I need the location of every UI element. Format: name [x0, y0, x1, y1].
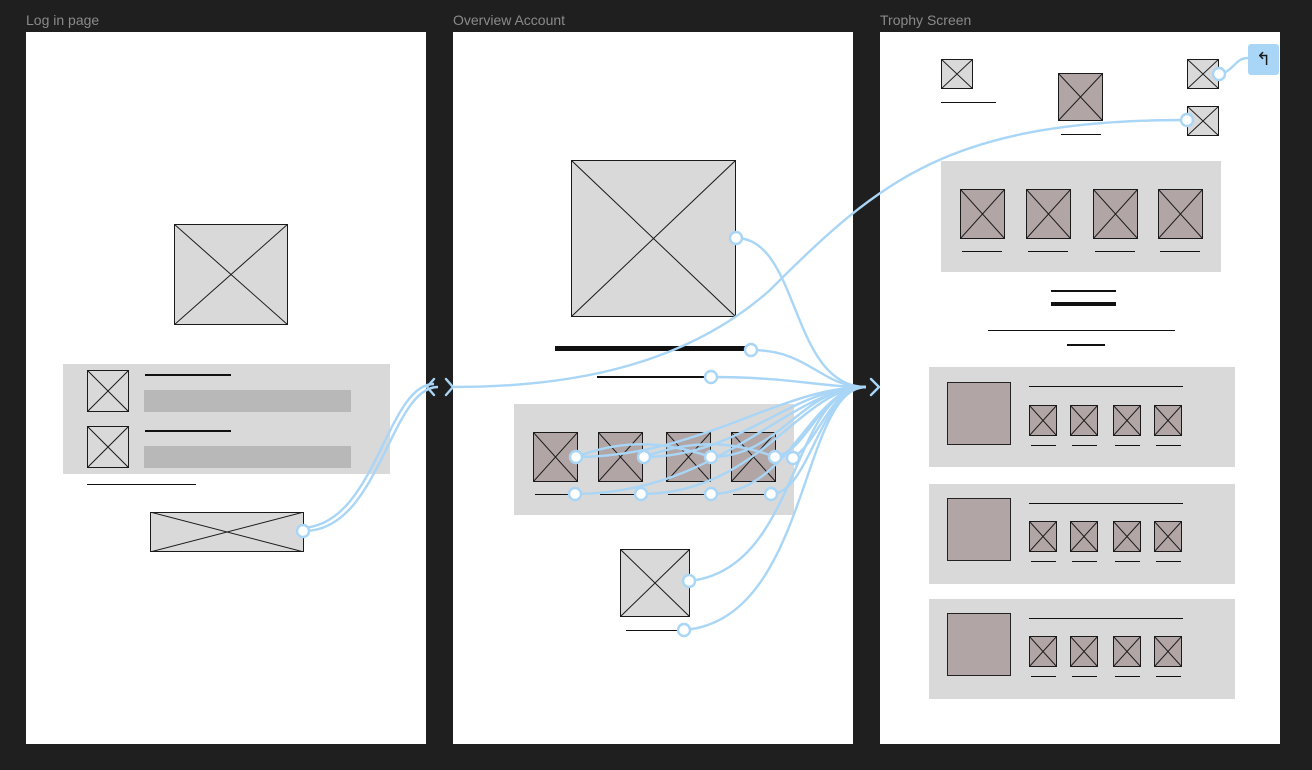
- frame-label-trophy: Trophy Screen: [880, 12, 972, 28]
- back-arrow-icon[interactable]: ↰: [1248, 44, 1279, 75]
- login-logo-placeholder: [174, 224, 288, 325]
- trophy-title-line-1: [1051, 290, 1116, 292]
- category-2-caption-3: [1115, 561, 1140, 562]
- password-icon-placeholder: [87, 426, 129, 468]
- category-1-caption-1: [1031, 445, 1056, 446]
- category-2-trophy-4: [1154, 521, 1182, 552]
- category-2-trophy-1: [1029, 521, 1057, 552]
- trophy-caption-3[interactable]: [668, 494, 708, 495]
- trophy-header-icon-right-2[interactable]: [1187, 106, 1219, 136]
- category-2-trophy-2: [1070, 521, 1098, 552]
- forgot-password-link[interactable]: [87, 484, 196, 485]
- featured-caption-1: [962, 251, 1002, 252]
- category-3-trophy-3: [1113, 636, 1141, 667]
- profile-image-placeholder[interactable]: [571, 160, 736, 317]
- category-2-caption-1: [1031, 561, 1056, 562]
- arrow-into-trophy: [869, 377, 881, 397]
- trophies-link-image[interactable]: [620, 549, 690, 617]
- trophy-subtitle-line: [1067, 344, 1105, 346]
- category-2-title-line: [1029, 503, 1183, 504]
- username-label-line: [145, 374, 231, 376]
- category-1-trophy-1: [1029, 405, 1057, 436]
- category-1-trophy-4: [1154, 405, 1182, 436]
- category-1-image: [947, 382, 1011, 445]
- trophy-caption-4[interactable]: [733, 494, 773, 495]
- trophy-thumb-2[interactable]: [598, 432, 643, 482]
- trophy-header-avatar: [1058, 73, 1103, 121]
- category-3-caption-2: [1072, 676, 1097, 677]
- category-1-trophy-2: [1070, 405, 1098, 436]
- trophy-divider: [988, 330, 1175, 331]
- category-1-trophy-3: [1113, 405, 1141, 436]
- category-1-caption-4: [1156, 445, 1181, 446]
- trophy-header-icon-right-1[interactable]: [1187, 59, 1219, 89]
- category-2-caption-4: [1156, 561, 1181, 562]
- category-1-caption-2: [1072, 445, 1097, 446]
- featured-trophy-1: [960, 189, 1005, 239]
- category-3-trophy-1: [1029, 636, 1057, 667]
- category-3-image: [947, 613, 1011, 676]
- category-2-image: [947, 498, 1011, 561]
- category-3-caption-1: [1031, 676, 1056, 677]
- trophy-header-avatar-caption: [1061, 134, 1101, 135]
- username-input[interactable]: [144, 390, 351, 412]
- featured-caption-2: [1028, 251, 1068, 252]
- featured-caption-4: [1160, 251, 1200, 252]
- frame-label-login: Log in page: [26, 12, 100, 28]
- trophy-header-icon-left: [941, 59, 973, 89]
- category-3-trophy-4: [1154, 636, 1182, 667]
- frame-label-overview: Overview Account: [453, 12, 566, 28]
- featured-trophy-4: [1158, 189, 1203, 239]
- profile-subtitle-line[interactable]: [597, 376, 711, 378]
- trophy-caption-2[interactable]: [600, 494, 640, 495]
- category-2-caption-2: [1072, 561, 1097, 562]
- trophy-caption-1[interactable]: [535, 494, 575, 495]
- trophies-link-line[interactable]: [626, 630, 684, 631]
- profile-name-line[interactable]: [555, 346, 751, 351]
- featured-caption-3: [1095, 251, 1135, 252]
- trophy-thumb-3[interactable]: [666, 432, 711, 482]
- frame-overview[interactable]: [453, 32, 853, 744]
- trophy-thumb-4[interactable]: [731, 432, 776, 482]
- trophy-thumb-1[interactable]: [533, 432, 578, 482]
- trophy-header-line-left: [941, 102, 996, 103]
- category-1-title-line: [1029, 386, 1183, 387]
- username-icon-placeholder: [87, 370, 129, 412]
- password-input[interactable]: [144, 446, 351, 468]
- category-3-title-line: [1029, 618, 1183, 619]
- category-3-trophy-2: [1070, 636, 1098, 667]
- login-button[interactable]: [150, 512, 304, 552]
- category-2-trophy-3: [1113, 521, 1141, 552]
- category-3-caption-4: [1156, 676, 1181, 677]
- featured-trophy-2: [1026, 189, 1071, 239]
- featured-trophy-3: [1093, 189, 1138, 239]
- category-1-caption-3: [1115, 445, 1140, 446]
- arrow-into-overview: [444, 377, 455, 397]
- password-label-line: [145, 430, 231, 432]
- trophy-title-line-2: [1051, 302, 1116, 306]
- category-3-caption-3: [1115, 676, 1140, 677]
